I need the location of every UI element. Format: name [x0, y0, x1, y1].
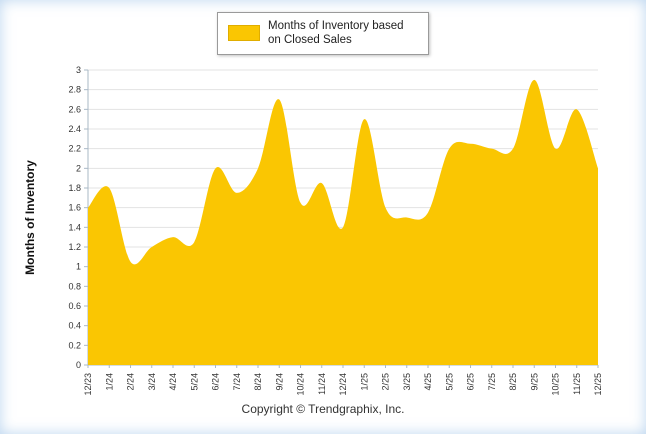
- x-tick-label: 9/24: [274, 373, 284, 391]
- x-tick-label: 3/25: [402, 373, 412, 391]
- legend-label: Months of Inventory based on Closed Sale…: [268, 20, 404, 47]
- y-tick-label: 1.4: [68, 222, 81, 232]
- y-tick-label: 1.8: [68, 183, 81, 193]
- y-tick-label: 1.6: [68, 203, 81, 213]
- x-tick-label: 11/24: [317, 373, 327, 395]
- y-axis: 0 0.2 0.4 0.6 0.8 1 1.2 1.4 1.6 1.8 2 2.2 2.4 2.6 2.8 3: [68, 65, 89, 370]
- x-tick-label: 2/24: [126, 373, 136, 391]
- x-tick-label: 9/25: [529, 373, 539, 391]
- x-axis: 12/23 1/24 2/24 3/24 4/24 5/24 6/24 7/24 8/24 9/2…: [83, 364, 603, 396]
- x-tick-label: 4/25: [423, 373, 433, 391]
- x-tick-label: 5/25: [444, 373, 454, 391]
- legend-swatch-icon: [228, 25, 260, 42]
- y-tick-label: 3: [76, 65, 81, 75]
- x-tick-label: 7/24: [232, 373, 242, 391]
- y-tick-label: 0.2: [68, 340, 81, 350]
- x-tick-label: 8/24: [253, 373, 263, 391]
- y-tick-label: 1: [76, 262, 81, 272]
- x-tick-label: 12/23: [83, 373, 93, 396]
- x-tick-label: 12/24: [338, 373, 348, 396]
- y-tick-label: 2.8: [68, 85, 81, 95]
- x-tick-label: 4/24: [168, 373, 178, 391]
- y-axis-title: Months of Inventory: [23, 160, 37, 275]
- y-tick-label: 1.2: [68, 242, 81, 252]
- y-tick-label: 0.8: [68, 281, 81, 291]
- x-tick-label: 8/25: [508, 373, 518, 391]
- x-tick-label: 10/24: [296, 373, 306, 396]
- x-tick-label: 6/24: [211, 373, 221, 391]
- x-tick-label: 12/25: [593, 373, 603, 396]
- y-tick-label: 0.6: [68, 301, 81, 311]
- y-tick-label: 0: [76, 360, 81, 370]
- area-series: [88, 79, 598, 365]
- y-tick-label: 2.4: [68, 124, 81, 134]
- x-tick-label: 2/25: [381, 373, 391, 391]
- x-tick-label: 7/25: [487, 373, 497, 391]
- x-tick-label: 11/25: [572, 373, 582, 395]
- y-tick-label: 2.6: [68, 104, 81, 114]
- x-tick-label: 10/25: [551, 373, 561, 396]
- copyright-text: Copyright © Trendgraphix, Inc.: [241, 402, 405, 416]
- y-tick-label: 0.4: [68, 321, 81, 331]
- x-tick-label: 6/25: [466, 373, 476, 391]
- x-tick-label: 1/25: [359, 373, 369, 391]
- y-tick-label: 2.2: [68, 144, 81, 154]
- x-tick-label: 5/24: [189, 373, 199, 391]
- y-tick-label: 2: [76, 163, 81, 173]
- x-tick-label: 1/24: [104, 373, 114, 391]
- x-tick-label: 3/24: [147, 373, 157, 391]
- legend: Months of Inventory based on Closed Sale…: [217, 12, 429, 55]
